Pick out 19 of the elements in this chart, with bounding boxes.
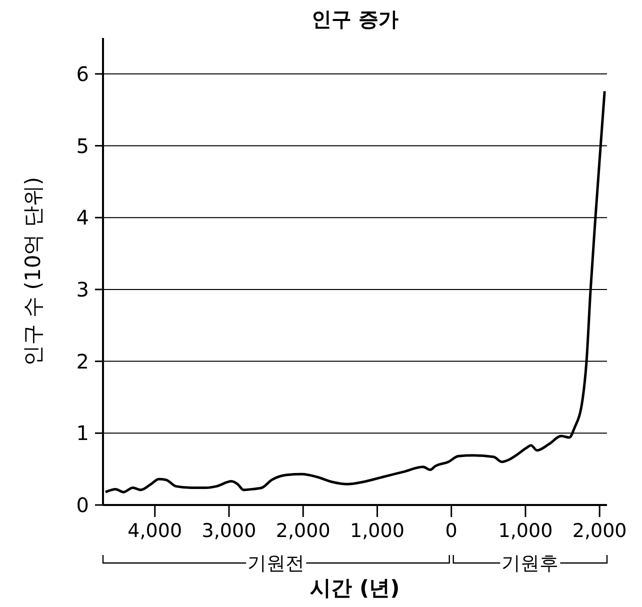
- x-tick-label: 1,000: [350, 520, 404, 542]
- x-axis-title: 시간 (년): [310, 576, 400, 600]
- text: 기원전: [248, 552, 305, 575]
- chart-title: 인구 증가: [312, 7, 398, 31]
- x-tick-label: 1,000: [498, 520, 553, 542]
- x-tick-label: 0: [445, 520, 458, 542]
- y-tick-label: 5: [76, 134, 89, 158]
- y-tick-label: 0: [76, 493, 89, 517]
- y-tick-label: 1: [76, 421, 89, 446]
- y-tick-label: 4: [76, 206, 89, 230]
- x-tick-label: 3,000: [202, 520, 256, 542]
- y-tick-label: 6: [76, 62, 89, 86]
- text: 기원후: [502, 552, 559, 575]
- y-tick-label: 2: [76, 349, 89, 374]
- x-tick-label: 2,000: [276, 520, 330, 542]
- y-axis-title: 인구 수 (10억 단위): [21, 176, 45, 366]
- x-tick-label: 4,000: [128, 520, 182, 542]
- x-tick-label: 2,000: [572, 520, 627, 542]
- y-tick-label: 3: [76, 277, 89, 302]
